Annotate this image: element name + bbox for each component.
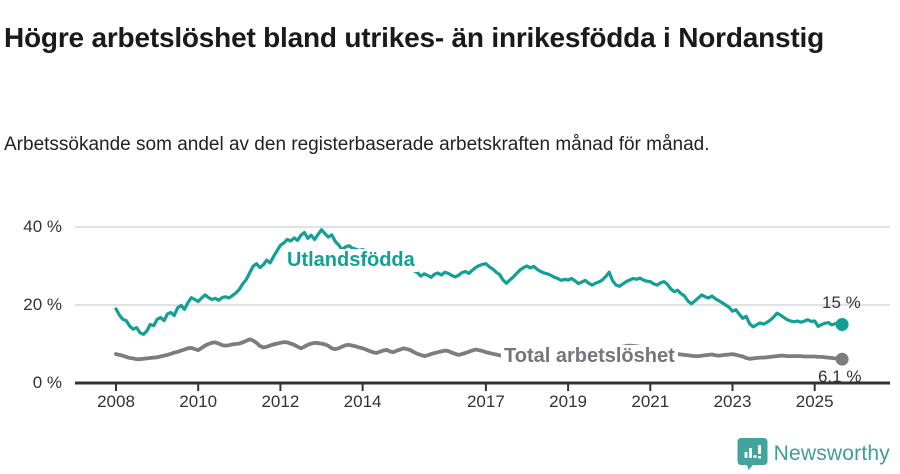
- y-tick-label: 40 %: [23, 217, 62, 236]
- brand-name: Newsworthy: [773, 441, 890, 465]
- x-tick-label: 2012: [261, 392, 300, 411]
- page-title: Högre arbetslöshet bland utrikes- än inr…: [4, 21, 824, 53]
- series-line-utlandsf-dda: [114, 228, 844, 336]
- newsworthy-logo: Newsworthy: [737, 437, 890, 470]
- chart-subtitle: Arbetssökande som andel av den registerb…: [4, 134, 710, 155]
- x-tick-label: 2023: [713, 392, 752, 411]
- x-tick-label: 2010: [179, 392, 218, 411]
- x-tick-label: 2017: [466, 392, 505, 411]
- series-label-total-arbetsloshet: Total arbetslöshet: [501, 345, 678, 368]
- x-tick-label: 2008: [97, 392, 135, 411]
- y-tick-label: 20 %: [23, 295, 62, 314]
- x-tick-label: 2019: [549, 392, 588, 411]
- x-tick-label: 2014: [343, 392, 382, 411]
- bar-chart-speech-bubble-icon: [737, 438, 768, 470]
- series-label-utlandsfodda: Utlandsfödda: [284, 249, 418, 272]
- series-line-total-arbetsl-shet: [114, 337, 844, 362]
- series-end-dot: [835, 352, 849, 366]
- end-value-label-total: 6,1 %: [818, 367, 862, 386]
- x-tick-label: 2025: [795, 392, 834, 411]
- end-value-label-utlandsfodda: 15 %: [822, 293, 861, 312]
- x-tick-label: 2021: [631, 392, 670, 411]
- y-tick-label: 0 %: [32, 373, 62, 392]
- series-end-dot: [835, 318, 849, 331]
